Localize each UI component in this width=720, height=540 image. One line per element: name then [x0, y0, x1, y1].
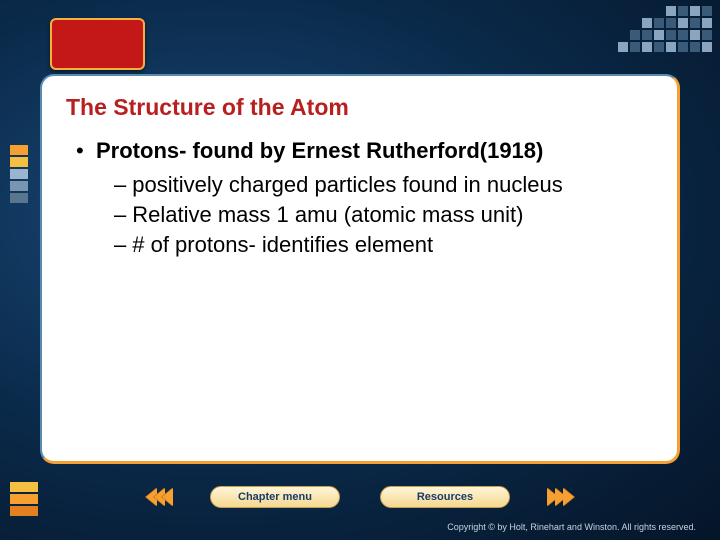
dash-icon: – [114, 171, 126, 199]
sub-bullet-text: # of protons- identifies element [132, 231, 433, 259]
slide-title: The Structure of the Atom [66, 94, 653, 121]
chevron-left-icon [162, 488, 173, 506]
chevron-right-icon [563, 488, 574, 506]
chapter-menu-button[interactable]: Chapter menu [210, 486, 340, 508]
sub-bullet: – # of protons- identifies element [114, 231, 653, 259]
sub-bullet: – Relative mass 1 amu (atomic mass unit) [114, 201, 653, 229]
deco-top-right [618, 6, 712, 52]
copyright-text: Copyright © by Holt, Rinehart and Winsto… [447, 522, 696, 532]
footer-controls: Chapter menu Resources [0, 482, 720, 512]
button-label: Chapter menu [238, 491, 312, 503]
prev-chevrons[interactable] [146, 488, 170, 506]
next-chevrons[interactable] [550, 488, 574, 506]
deco-side-bars [10, 145, 30, 205]
sub-bullet: – positively charged particles found in … [114, 171, 653, 199]
resources-button[interactable]: Resources [380, 486, 510, 508]
button-label: Resources [417, 491, 473, 503]
dash-icon: – [114, 231, 126, 259]
dash-icon: – [114, 201, 126, 229]
content-panel: The Structure of the Atom • Protons- fou… [40, 74, 680, 464]
bullet-dot-icon: • [76, 137, 96, 165]
sub-bullet-text: positively charged particles found in nu… [132, 171, 562, 199]
bullet-main: • Protons- found by Ernest Rutherford(19… [76, 137, 653, 165]
chapter-tab-badge [50, 18, 145, 70]
slide-container: The Structure of the Atom • Protons- fou… [0, 0, 720, 540]
bullet-main-text: Protons- found by Ernest Rutherford(1918… [96, 137, 543, 165]
sub-bullet-text: Relative mass 1 amu (atomic mass unit) [132, 201, 523, 229]
